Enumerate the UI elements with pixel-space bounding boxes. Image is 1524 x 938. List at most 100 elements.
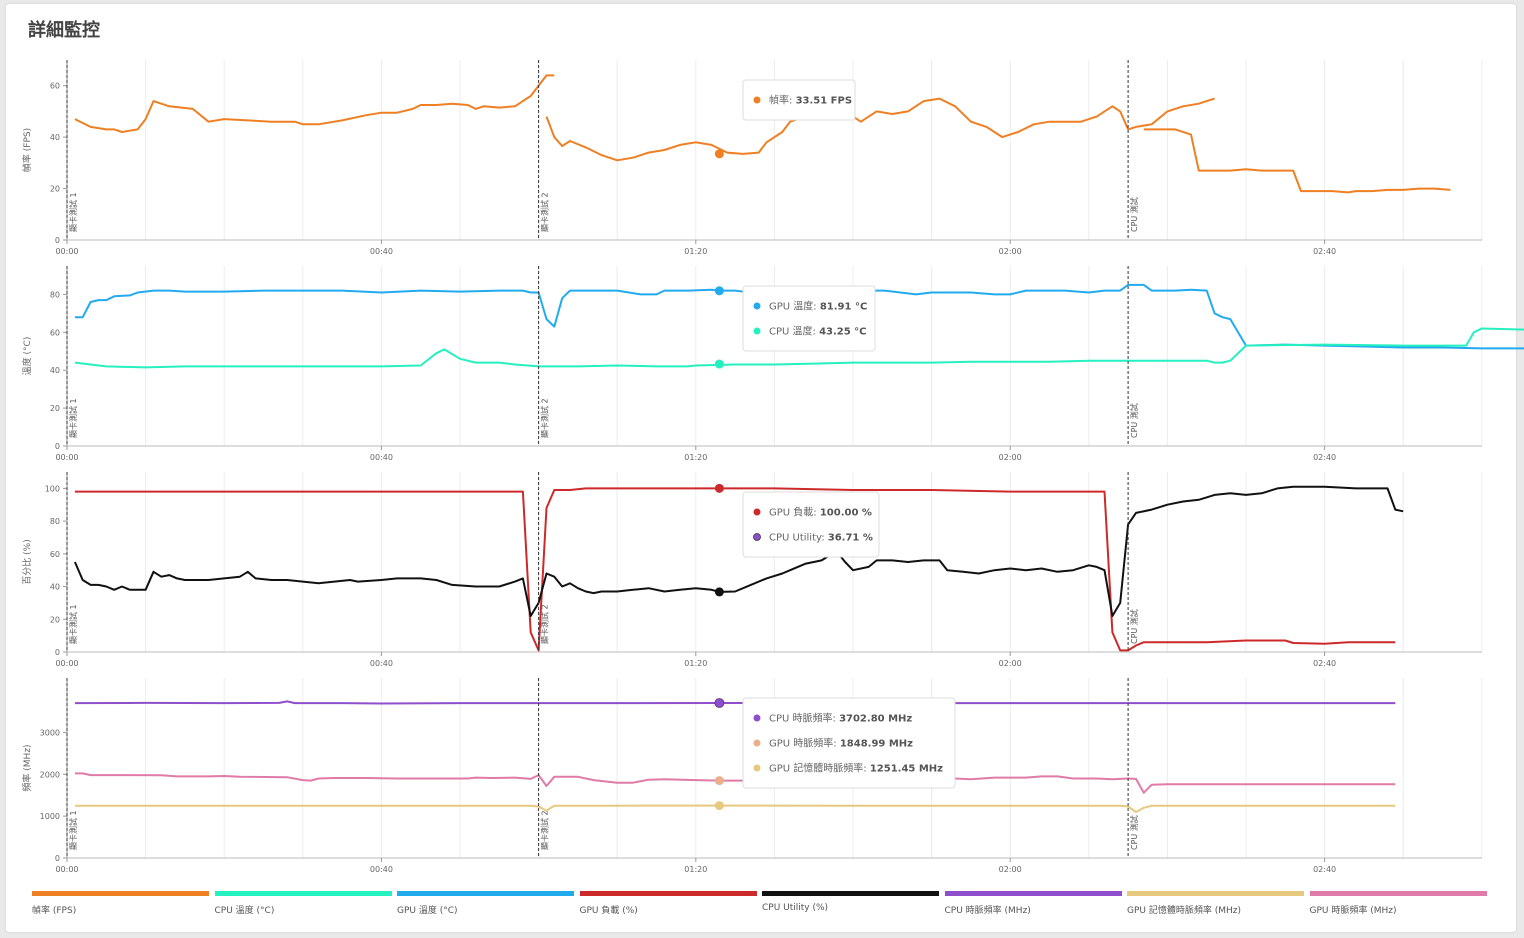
hover-point[interactable] — [714, 286, 724, 296]
hover-point[interactable] — [714, 359, 724, 369]
y-tick-label: 80 — [50, 290, 60, 299]
tooltip-value: 43.25 °C — [819, 327, 866, 338]
test-marker-label: CPU 測試 — [1129, 197, 1139, 232]
legend-item[interactable]: GPU 負載 (%) — [579, 891, 757, 916]
y-tick-label: 2000 — [40, 770, 60, 779]
test-marker-label: 顯卡測試 2 — [540, 604, 550, 644]
tooltip-text: GPU 記憶體時脈頻率: 1251.45 MHz — [769, 762, 943, 775]
tooltip-value: 33.51 FPS — [796, 96, 852, 107]
y-tick-label: 1000 — [40, 812, 60, 821]
tooltip: GPU 負載: 100.00 % CPU Utility: 36.71 % — [742, 491, 880, 558]
test-marker-label: 顯卡測試 1 — [68, 810, 78, 850]
test-marker-label: 顯卡測試 2 — [540, 810, 550, 850]
chart-1[interactable]: 0 20 40 60 00:00 00:40 01:20 02:00 02:40 幀率 (FPS)… — [21, 60, 1483, 256]
legend-item[interactable]: GPU 時脈頻率 (MHz) — [1309, 891, 1487, 916]
legend-label: CPU 時脈頻率 (MHz) — [944, 906, 1031, 916]
tooltip-dot — [753, 96, 761, 104]
legend-label: GPU 溫度 (°C) — [397, 906, 458, 916]
x-tick-label: 00:40 — [370, 865, 393, 874]
legend-swatch — [214, 891, 392, 896]
tooltip-box — [742, 79, 856, 121]
y-tick-label: 0 — [55, 648, 60, 657]
hover-point[interactable] — [714, 587, 724, 597]
tooltip-text: 幀率: 33.51 FPS — [769, 94, 852, 107]
x-tick-label: 01:20 — [684, 659, 707, 668]
x-tick-label: 00:00 — [55, 659, 78, 668]
tooltip-label: GPU 負載: — [769, 507, 820, 519]
legend-swatch — [1309, 891, 1487, 896]
tooltip-value: 3702.80 MHz — [839, 714, 912, 725]
legend-label: GPU 時脈頻率 (MHz) — [1309, 906, 1397, 916]
legend-item[interactable]: CPU Utility (%) — [762, 891, 939, 913]
x-tick-label: 02:00 — [999, 453, 1022, 462]
tooltip-box — [742, 285, 876, 352]
test-marker-label: 顯卡測試 1 — [68, 398, 78, 438]
legend-label: GPU 負載 (%) — [579, 906, 638, 916]
tooltip-box — [742, 697, 956, 789]
chart-3[interactable]: 0 20 40 60 80 100 00:00 00:40 01:20 02:00 02:40 百分比… — [21, 472, 1483, 668]
x-tick-label: 01:20 — [684, 247, 707, 256]
tooltip-value: 1848.99 MHz — [840, 739, 913, 750]
tooltip-dot — [753, 327, 761, 335]
tooltip-text: GPU 溫度: 81.91 °C — [769, 300, 867, 313]
tooltip-label: CPU 溫度: — [769, 325, 819, 338]
tooltip-dot — [753, 739, 761, 747]
legend-label: CPU Utility (%) — [762, 903, 829, 913]
chart-4[interactable]: 0 1000 2000 3000 00:00 00:40 01:20 02:00 02:40 頻率… — [21, 678, 1483, 874]
tooltip-value: 100.00 % — [820, 508, 872, 519]
series-line-gpu_load — [74, 487, 1396, 652]
legend-swatch — [944, 891, 1122, 896]
y-tick-label: 0 — [55, 236, 60, 245]
y-axis-label: 幀率 (FPS) — [21, 128, 33, 172]
x-tick-label: 02:40 — [1313, 865, 1336, 874]
hover-point[interactable] — [714, 776, 724, 786]
x-tick-label: 01:20 — [684, 453, 707, 462]
x-tick-label: 02:00 — [999, 865, 1022, 874]
x-tick-label: 02:40 — [1313, 247, 1336, 256]
legend-label: CPU 溫度 (°C) — [214, 906, 275, 916]
legend-swatch — [32, 891, 209, 896]
y-tick-label: 0 — [55, 854, 60, 863]
tooltip-text: CPU 時脈頻率: 3702.80 MHz — [769, 712, 912, 725]
legend-swatch — [579, 891, 757, 896]
test-marker-label: 顯卡測試 1 — [68, 192, 78, 232]
series-line-fps — [74, 74, 1451, 194]
y-axis-label: 溫度 (°C) — [21, 337, 33, 376]
tooltip-value: 36.71 % — [828, 533, 873, 544]
legend-swatch — [397, 891, 574, 896]
y-tick-label: 40 — [50, 583, 60, 592]
hover-point[interactable] — [714, 483, 724, 493]
y-tick-label: 40 — [50, 133, 60, 142]
tooltip: 幀率: 33.51 FPS — [742, 79, 856, 121]
y-tick-label: 100 — [45, 484, 60, 493]
legend-item[interactable]: GPU 記憶體時脈頻率 (MHz) — [1127, 891, 1304, 916]
tooltip-label: CPU 時脈頻率: — [769, 712, 839, 725]
x-tick-label: 02:00 — [999, 247, 1022, 256]
tooltip-label: GPU 時脈頻率: — [769, 737, 840, 750]
tooltip-label: 幀率: — [769, 94, 796, 107]
hover-point[interactable] — [714, 149, 724, 159]
y-tick-label: 20 — [50, 615, 60, 624]
tooltip-dot — [753, 302, 761, 310]
hover-point[interactable] — [714, 698, 725, 708]
y-tick-label: 20 — [50, 185, 60, 194]
tooltip-dot — [753, 533, 761, 541]
series-line-cpu_temp — [74, 327, 1524, 369]
legend-label: GPU 記憶體時脈頻率 (MHz) — [1127, 906, 1241, 916]
chart-2[interactable]: 0 20 40 60 80 00:00 00:40 01:20 02:00 02:40 溫度 (°C… — [21, 266, 1524, 462]
tooltip-label: CPU Utility: — [769, 533, 828, 544]
page-title: 詳細監控 — [28, 20, 100, 41]
legend-item[interactable]: CPU 時脈頻率 (MHz) — [944, 891, 1122, 916]
series-line-gpu_mem_clock — [74, 804, 1396, 813]
hover-point[interactable] — [714, 801, 724, 811]
legend-item[interactable]: GPU 溫度 (°C) — [397, 891, 574, 916]
x-tick-label: 02:40 — [1313, 659, 1336, 668]
legend-item[interactable]: CPU 溫度 (°C) — [214, 891, 392, 916]
x-tick-label: 01:20 — [684, 865, 707, 874]
test-marker-label: 顯卡測試 1 — [68, 604, 78, 644]
legend-item[interactable]: 幀率 (FPS) — [32, 891, 209, 916]
tooltip: GPU 溫度: 81.91 °C CPU 溫度: 43.25 °C — [742, 285, 876, 352]
tooltip-dot — [753, 714, 761, 722]
x-tick-label: 00:00 — [55, 453, 78, 462]
